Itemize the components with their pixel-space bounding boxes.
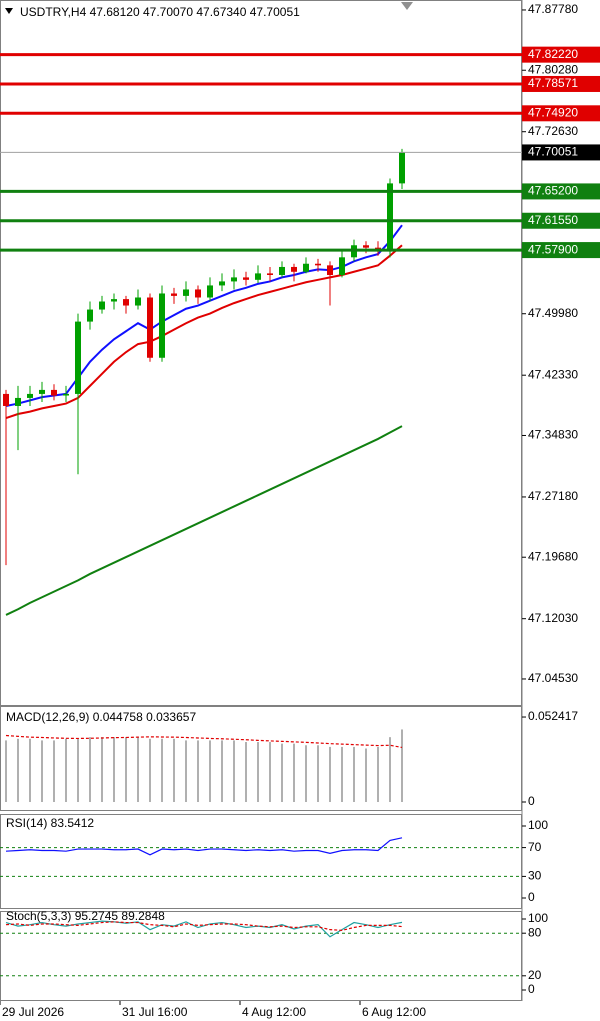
- candle-body: [243, 277, 249, 280]
- shift-marker: [401, 2, 413, 10]
- indicator-title: Stoch(5,3,3) 95.2745 89.2848: [6, 909, 165, 923]
- candle-body: [99, 301, 105, 310]
- candle-body: [231, 277, 237, 282]
- indicator-title: RSI(14) 83.5412: [6, 816, 94, 830]
- moving-average: [5, 244, 403, 419]
- overlay-layer: 47.82220 47.78571 47.74920 47.65200 47.61550…: [0, 5, 600, 1019]
- candle-body: [39, 389, 45, 394]
- candle-body: [363, 245, 369, 248]
- candle-body: [75, 321, 81, 394]
- y-tick-label: 47.80280: [528, 62, 578, 76]
- level-label-box: [522, 75, 600, 92]
- candle-body: [339, 257, 345, 275]
- indicator-title: MACD(12,26,9) 0.044758 0.033657: [6, 710, 196, 724]
- candle-body: [207, 285, 213, 298]
- level-label: 47.82220: [528, 47, 578, 61]
- level-label-box: [522, 46, 600, 63]
- candle-body: [171, 293, 177, 296]
- last-price-label: 47.70051: [528, 145, 578, 159]
- last-price-box: [522, 144, 600, 161]
- level-label: 47.61550: [528, 213, 578, 227]
- candle-body: [27, 393, 33, 398]
- y-tick-label: 0: [528, 890, 535, 904]
- y-tick-label: 0: [528, 982, 535, 996]
- indicator-line: [5, 837, 403, 856]
- candle-body: [15, 397, 21, 406]
- y-tick-label: 47.04530: [528, 671, 578, 685]
- y-tick-label: 47.49980: [528, 306, 578, 320]
- level-label: 47.57900: [528, 242, 578, 256]
- candle-body: [375, 247, 381, 250]
- candle-body: [279, 266, 285, 275]
- candle-body: [219, 281, 225, 286]
- candle-body: [195, 289, 201, 298]
- candle-body: [327, 265, 333, 275]
- x-tick-label: 31 Jul 16:00: [122, 1005, 188, 1019]
- level-label-box: [522, 212, 600, 229]
- candle-body: [111, 299, 117, 302]
- candle-body: [3, 393, 9, 406]
- y-tick-label: 47.72630: [528, 124, 578, 138]
- y-tick-label: 47.12030: [528, 611, 578, 625]
- indicator-line: [5, 734, 403, 749]
- candle-body: [315, 263, 321, 266]
- candle-body: [147, 297, 153, 358]
- candle-body: [87, 309, 93, 322]
- candle-body: [399, 152, 405, 184]
- candle-body: [291, 266, 297, 272]
- candle-body: [135, 297, 141, 306]
- x-tick-label: 6 Aug 12:00: [362, 1005, 426, 1019]
- plot-layer: 47.87780 47.80280 47.72630 47.49980 47.42330…: [0, 2, 578, 996]
- candle-body: [387, 183, 393, 250]
- indicator-line: [5, 921, 403, 931]
- moving-average: [5, 425, 403, 616]
- y-tick-label: 30: [528, 869, 542, 883]
- candle-body: [63, 393, 69, 396]
- level-label: 47.65200: [528, 184, 578, 198]
- candle-body: [183, 289, 189, 296]
- level-label-box: [522, 183, 600, 200]
- y-tick-label: 100: [528, 911, 548, 925]
- level-label-box: [522, 105, 600, 122]
- y-tick-label: 47.19680: [528, 549, 578, 563]
- level-label-box: [522, 242, 600, 259]
- level-label: 47.74920: [528, 105, 578, 119]
- y-tick-label: 100: [528, 818, 548, 832]
- candle-body: [303, 263, 309, 272]
- x-tick-label: 4 Aug 12:00: [242, 1005, 306, 1019]
- y-tick-label: 70: [528, 840, 542, 854]
- y-tick-label: 80: [528, 925, 542, 939]
- level-label: 47.78571: [528, 76, 578, 90]
- moving-average: [5, 224, 403, 407]
- candle-body: [255, 273, 261, 280]
- y-tick-label: 47.27180: [528, 489, 578, 503]
- y-tick-label: 0.052417: [528, 709, 578, 723]
- chart-title: USDTRY,H4 47.68120 47.70070 47.67340 47.…: [20, 5, 300, 19]
- candle-body: [267, 273, 273, 275]
- candle-body: [159, 293, 165, 358]
- y-tick-label: 47.87780: [528, 2, 578, 16]
- y-tick-label: 47.34830: [528, 428, 578, 442]
- x-tick-label: 29 Jul 2026: [2, 1005, 64, 1019]
- symbol-icon: [5, 8, 13, 14]
- y-tick-label: 47.42330: [528, 367, 578, 381]
- candle-body: [123, 299, 129, 306]
- y-tick-label: 20: [528, 968, 542, 982]
- y-tick-label: 0: [528, 794, 535, 808]
- candle-body: [51, 389, 57, 396]
